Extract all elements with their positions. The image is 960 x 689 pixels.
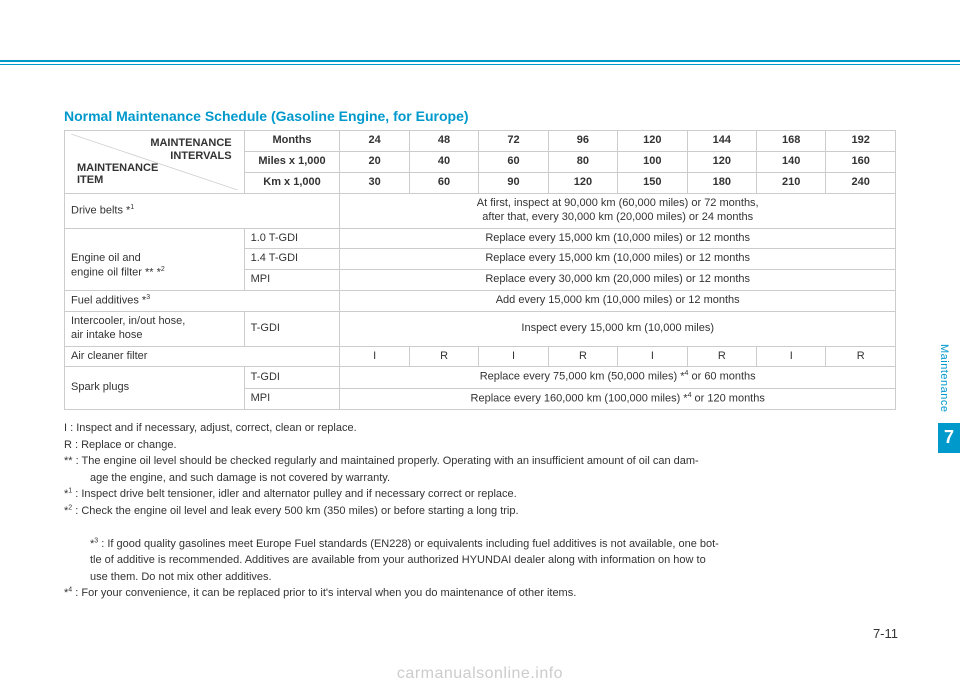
table-header-row: MAINTENANCEINTERVALS MAINTENANCEITEM Mon… xyxy=(65,131,896,152)
header-cell: 144 xyxy=(687,131,756,152)
row-text: Replace every 30,000 km (20,000 miles) o… xyxy=(340,270,896,291)
side-tab-label: Maintenance xyxy=(938,344,950,413)
header-cell: 180 xyxy=(687,173,756,194)
note-star-1: *1 : Inspect drive belt tensioner, idler… xyxy=(64,486,896,503)
note-i: I : Inspect and if necessary, adjust, co… xyxy=(64,420,896,437)
page-content: Normal Maintenance Schedule (Gasoline En… xyxy=(64,108,896,602)
header-intervals-label: MAINTENANCEINTERVALS xyxy=(150,137,231,162)
header-cell: 240 xyxy=(826,173,896,194)
row-text: Add every 15,000 km (10,000 miles) or 12… xyxy=(340,290,896,311)
data-cell: R xyxy=(409,346,478,367)
variant-cell: T-GDI xyxy=(244,367,340,388)
header-cell: 90 xyxy=(479,173,548,194)
data-cell: R xyxy=(687,346,756,367)
header-cell: 80 xyxy=(548,152,617,173)
header-cell: 168 xyxy=(757,131,826,152)
header-km-label: Km x 1,000 xyxy=(244,173,340,194)
header-miles-label: Miles x 1,000 xyxy=(244,152,340,173)
header-cell: 24 xyxy=(340,131,409,152)
section-title: Normal Maintenance Schedule (Gasoline En… xyxy=(64,108,896,124)
data-cell: I xyxy=(757,346,826,367)
header-diagonal-cell: MAINTENANCEINTERVALS MAINTENANCEITEM xyxy=(65,131,245,194)
header-cell: 20 xyxy=(340,152,409,173)
variant-cell: MPI xyxy=(244,270,340,291)
page-number: 7-11 xyxy=(873,626,898,641)
row-label-fuel-additives: Fuel additives *3 xyxy=(65,290,340,311)
header-cell: 100 xyxy=(618,152,687,173)
header-cell: 60 xyxy=(479,152,548,173)
row-label-air-cleaner: Air cleaner filter xyxy=(65,346,340,367)
side-tab: Maintenance 7 xyxy=(938,344,960,453)
table-row: Spark plugs T-GDI Replace every 75,000 k… xyxy=(65,367,896,388)
data-cell: I xyxy=(479,346,548,367)
header-cell: 48 xyxy=(409,131,478,152)
header-cell: 140 xyxy=(757,152,826,173)
note-double-star: ** : The engine oil level should be chec… xyxy=(64,453,896,486)
table-row: Air cleaner filter I R I R I R I R xyxy=(65,346,896,367)
header-cell: 96 xyxy=(548,131,617,152)
note-r: R : Replace or change. xyxy=(64,437,896,454)
header-cell: 60 xyxy=(409,173,478,194)
data-cell: R xyxy=(826,346,896,367)
table-row: Engine oil and engine oil filter ** *2 1… xyxy=(65,228,896,249)
variant-cell: T-GDI xyxy=(244,312,340,347)
data-cell: I xyxy=(618,346,687,367)
row-text: Replace every 15,000 km (10,000 miles) o… xyxy=(340,228,896,249)
note-star-3: *3 : If good quality gasolines meet Euro… xyxy=(64,519,896,585)
variant-cell: MPI xyxy=(244,388,340,409)
header-cell: 192 xyxy=(826,131,896,152)
data-cell: I xyxy=(340,346,409,367)
note-star-4: *4 : For your convenience, it can be rep… xyxy=(64,585,896,602)
table-row: Drive belts *1 At first, inspect at 90,0… xyxy=(65,194,896,229)
notes-block: I : Inspect and if necessary, adjust, co… xyxy=(64,420,896,602)
row-label-intercooler: Intercooler, in/out hose, air intake hos… xyxy=(65,312,245,347)
row-label-spark-plugs: Spark plugs xyxy=(65,367,245,410)
maintenance-schedule-table: MAINTENANCEINTERVALS MAINTENANCEITEM Mon… xyxy=(64,130,896,410)
row-text: Inspect every 15,000 km (10,000 miles) xyxy=(340,312,896,347)
header-cell: 30 xyxy=(340,173,409,194)
header-cell: 40 xyxy=(409,152,478,173)
row-text: Replace every 160,000 km (100,000 miles)… xyxy=(340,388,896,409)
header-cell: 150 xyxy=(618,173,687,194)
chapter-number-chip: 7 xyxy=(938,423,960,453)
header-months-label: Months xyxy=(244,131,340,152)
header-cell: 120 xyxy=(548,173,617,194)
header-cell: 120 xyxy=(618,131,687,152)
header-cell: 160 xyxy=(826,152,896,173)
header-cell: 120 xyxy=(687,152,756,173)
header-cell: 72 xyxy=(479,131,548,152)
variant-cell: 1.0 T-GDI xyxy=(244,228,340,249)
table-row: Fuel additives *3 Add every 15,000 km (1… xyxy=(65,290,896,311)
note-star-2: *2 : Check the engine oil level and leak… xyxy=(64,503,896,520)
header-cell: 210 xyxy=(757,173,826,194)
row-label-engine-oil: Engine oil and engine oil filter ** *2 xyxy=(65,228,245,290)
row-text: Replace every 75,000 km (50,000 miles) *… xyxy=(340,367,896,388)
watermark-text: carmanualsonline.info xyxy=(397,665,563,683)
table-row: Intercooler, in/out hose, air intake hos… xyxy=(65,312,896,347)
top-rule xyxy=(0,60,960,68)
variant-cell: 1.4 T-GDI xyxy=(244,249,340,270)
header-item-label: MAINTENANCEITEM xyxy=(77,162,158,187)
row-label-drive-belts: Drive belts *1 xyxy=(65,194,340,229)
row-text: Replace every 15,000 km (10,000 miles) o… xyxy=(340,249,896,270)
data-cell: R xyxy=(548,346,617,367)
row-text-drive-belts: At first, inspect at 90,000 km (60,000 m… xyxy=(340,194,896,229)
